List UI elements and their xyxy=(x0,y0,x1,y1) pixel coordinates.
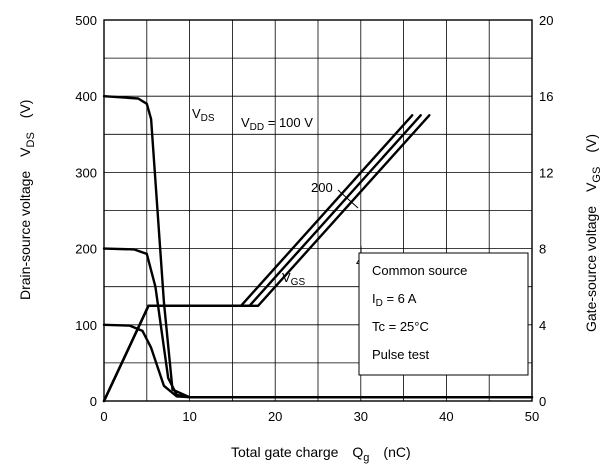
right-y-tick-label: 8 xyxy=(539,242,546,257)
right-y-tick-label: 4 xyxy=(539,318,546,333)
vdd-100-label: VDD = 100 V xyxy=(241,115,313,133)
x-tick-label: 30 xyxy=(354,409,368,424)
vds-curve-2 xyxy=(102,323,534,399)
x-tick-label: 0 xyxy=(100,409,107,424)
condition-common-source: Common source xyxy=(372,263,467,278)
vgs-curve-label: VGS xyxy=(282,270,305,288)
left-y-axis-title: Drain-source voltageVDS(V) xyxy=(17,100,37,300)
conditions-box xyxy=(358,252,529,376)
left-y-tick-label: 200 xyxy=(75,242,97,257)
grid-lines xyxy=(104,20,532,401)
plot-frame xyxy=(103,19,533,402)
right-y-tick-label: 20 xyxy=(539,13,553,28)
left-y-tick-label: 0 xyxy=(90,394,97,409)
condition-pulse-test: Pulse test xyxy=(372,347,429,362)
right-y-tick-label: 0 xyxy=(539,394,546,409)
x-tick-label: 20 xyxy=(268,409,282,424)
left-y-tick-label: 100 xyxy=(75,318,97,333)
left-y-tick-label: 500 xyxy=(75,13,97,28)
right-y-axis-title: Gate-source voltageVGS(V) xyxy=(583,134,603,332)
vdd-200-leader xyxy=(337,189,359,209)
left-y-tick-label: 400 xyxy=(75,89,97,104)
condition-case-temperature: Tc = 25°C xyxy=(372,319,429,334)
right-y-tick-label: 16 xyxy=(539,89,553,104)
x-tick-label: 40 xyxy=(439,409,453,424)
vds-curve-label: VDS xyxy=(192,106,215,124)
vgs-curve-5 xyxy=(102,114,431,403)
vdd-200-label: 200 xyxy=(311,180,333,195)
left-y-tick-label: 300 xyxy=(75,165,97,180)
x-tick-label: 10 xyxy=(182,409,196,424)
x-tick-label: 50 xyxy=(525,409,539,424)
curves xyxy=(102,94,534,403)
right-y-tick-label: 12 xyxy=(539,165,553,180)
x-axis-title: Total gate charge Qg (nC) xyxy=(231,444,411,464)
condition-drain-current: ID = 6 A xyxy=(372,291,417,309)
